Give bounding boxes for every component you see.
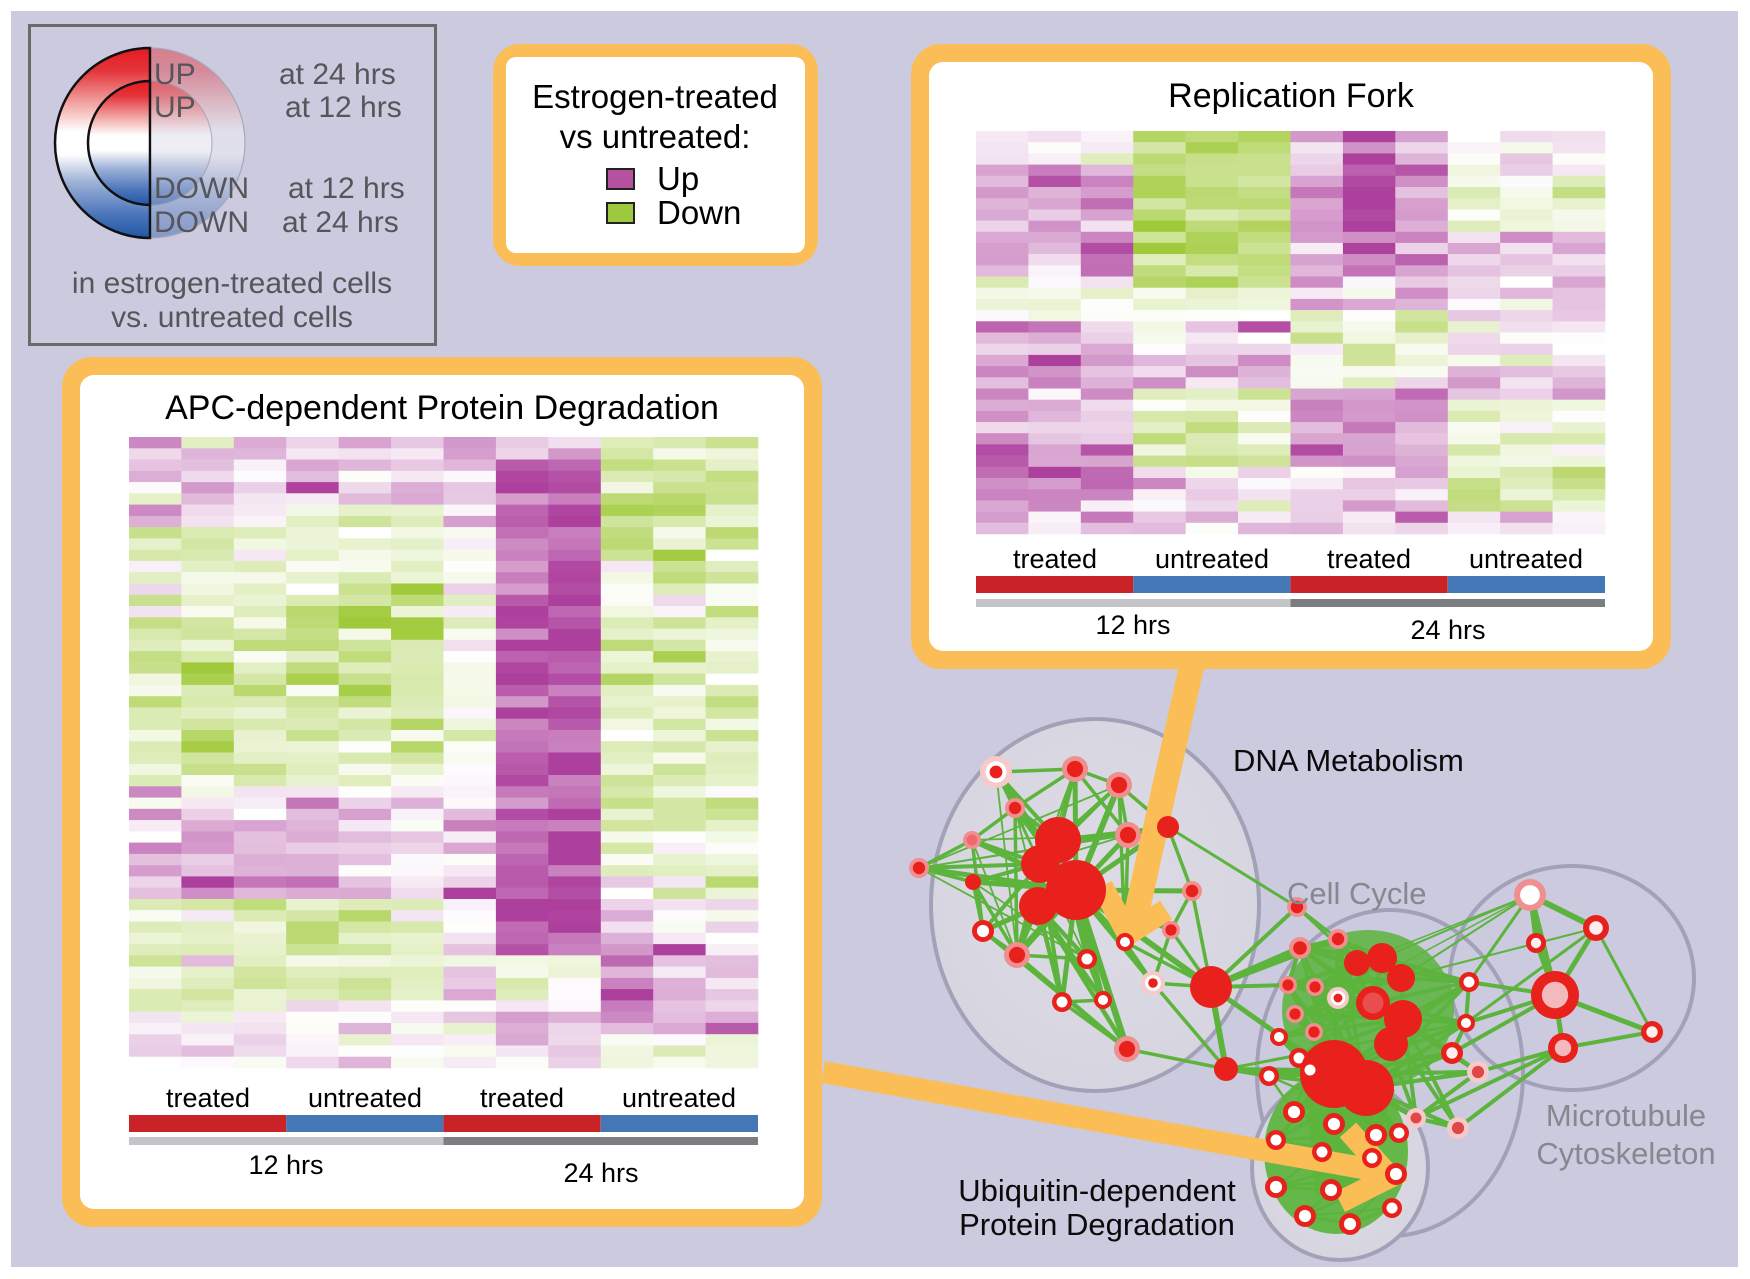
- svg-text:treated: treated: [480, 1083, 564, 1113]
- svg-text:Cell Cycle: Cell Cycle: [1287, 876, 1427, 911]
- svg-text:APC-dependent Protein Degradat: APC-dependent Protein Degradation: [165, 389, 719, 427]
- svg-text:Down: Down: [657, 194, 741, 231]
- svg-text:treated: treated: [1327, 544, 1411, 574]
- svg-text:24 hrs: 24 hrs: [563, 1158, 638, 1188]
- svg-text:Estrogen-treated: Estrogen-treated: [532, 78, 778, 115]
- svg-text:untreated: untreated: [622, 1083, 736, 1113]
- svg-text:untreated: untreated: [308, 1083, 422, 1113]
- svg-text:at 24 hrs: at 24 hrs: [282, 206, 399, 239]
- svg-text:12 hrs: 12 hrs: [1095, 610, 1170, 640]
- svg-text:vs untreated:: vs untreated:: [560, 118, 751, 155]
- svg-text:Replication Fork: Replication Fork: [1168, 77, 1415, 115]
- svg-text:treated: treated: [166, 1083, 250, 1113]
- svg-text:in estrogen-treated cells: in estrogen-treated cells: [72, 267, 392, 300]
- svg-text:at 12 hrs: at 12 hrs: [288, 172, 405, 205]
- svg-text:vs. untreated cells: vs. untreated cells: [111, 301, 353, 334]
- svg-text:UP: UP: [154, 58, 196, 91]
- svg-text:DOWN: DOWN: [154, 206, 249, 239]
- svg-text:Protein Degradation: Protein Degradation: [959, 1207, 1235, 1242]
- svg-text:DNA Metabolism: DNA Metabolism: [1233, 743, 1464, 778]
- svg-text:DOWN: DOWN: [154, 172, 249, 205]
- svg-text:Ubiquitin-dependent: Ubiquitin-dependent: [958, 1173, 1236, 1208]
- svg-text:untreated: untreated: [1155, 544, 1269, 574]
- svg-text:UP: UP: [154, 91, 196, 124]
- svg-text:untreated: untreated: [1469, 544, 1583, 574]
- svg-text:at 24 hrs: at 24 hrs: [279, 58, 396, 91]
- svg-text:12 hrs: 12 hrs: [248, 1150, 323, 1180]
- svg-text:Cytoskeleton: Cytoskeleton: [1536, 1136, 1715, 1171]
- svg-text:treated: treated: [1013, 544, 1097, 574]
- svg-text:Microtubule: Microtubule: [1546, 1098, 1706, 1133]
- svg-text:at 12 hrs: at 12 hrs: [285, 91, 402, 124]
- svg-text:24 hrs: 24 hrs: [1410, 615, 1485, 645]
- svg-text:Up: Up: [657, 160, 699, 197]
